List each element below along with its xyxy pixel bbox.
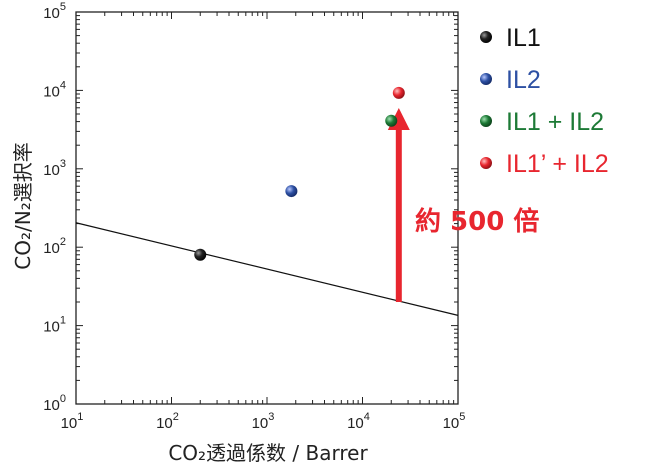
y-axis-title: CO₂/N₂選択率 xyxy=(11,142,35,269)
x-tick-label: 105 xyxy=(443,411,466,432)
data-points xyxy=(194,86,405,261)
y-tick-label: 101 xyxy=(43,315,66,336)
y-tick-labels: 100 101 102 103 104 105 xyxy=(43,1,66,414)
x-tick-labels: 101 102 103 104 105 xyxy=(61,411,466,432)
x-tick-label: 101 xyxy=(61,411,84,432)
x-tick-label: 104 xyxy=(347,411,370,432)
trend-line xyxy=(75,222,459,316)
legend-label: IL1’ + IL2 xyxy=(506,150,609,178)
data-point xyxy=(392,86,405,99)
legend-marker xyxy=(480,157,492,169)
improvement-arrow xyxy=(387,107,410,302)
y-tick-label: 100 xyxy=(43,393,66,414)
legend-label: IL1 xyxy=(506,24,541,52)
y-tick-label: 103 xyxy=(43,158,66,179)
minor-ticks xyxy=(76,12,458,404)
legend-marker xyxy=(480,73,492,85)
legend-label: IL2 xyxy=(506,66,541,94)
improvement-annotation: 約 500 倍 xyxy=(415,206,539,237)
x-axis-title: CO₂透過係数 / Barrer xyxy=(168,441,368,465)
major-ticks xyxy=(75,11,459,405)
x-tick-label: 102 xyxy=(156,411,179,432)
legend-marker xyxy=(480,31,492,43)
y-tick-label: 105 xyxy=(43,1,66,22)
data-point xyxy=(194,248,207,261)
legend-label: IL1 + IL2 xyxy=(506,108,604,136)
legend: IL1 IL2 IL1 + IL2 IL1’ + IL2 xyxy=(480,24,609,178)
legend-marker xyxy=(480,115,492,127)
data-point xyxy=(285,185,298,198)
data-point xyxy=(385,114,398,127)
y-tick-label: 104 xyxy=(43,79,66,100)
y-tick-label: 102 xyxy=(43,236,66,257)
x-tick-label: 103 xyxy=(252,411,275,432)
